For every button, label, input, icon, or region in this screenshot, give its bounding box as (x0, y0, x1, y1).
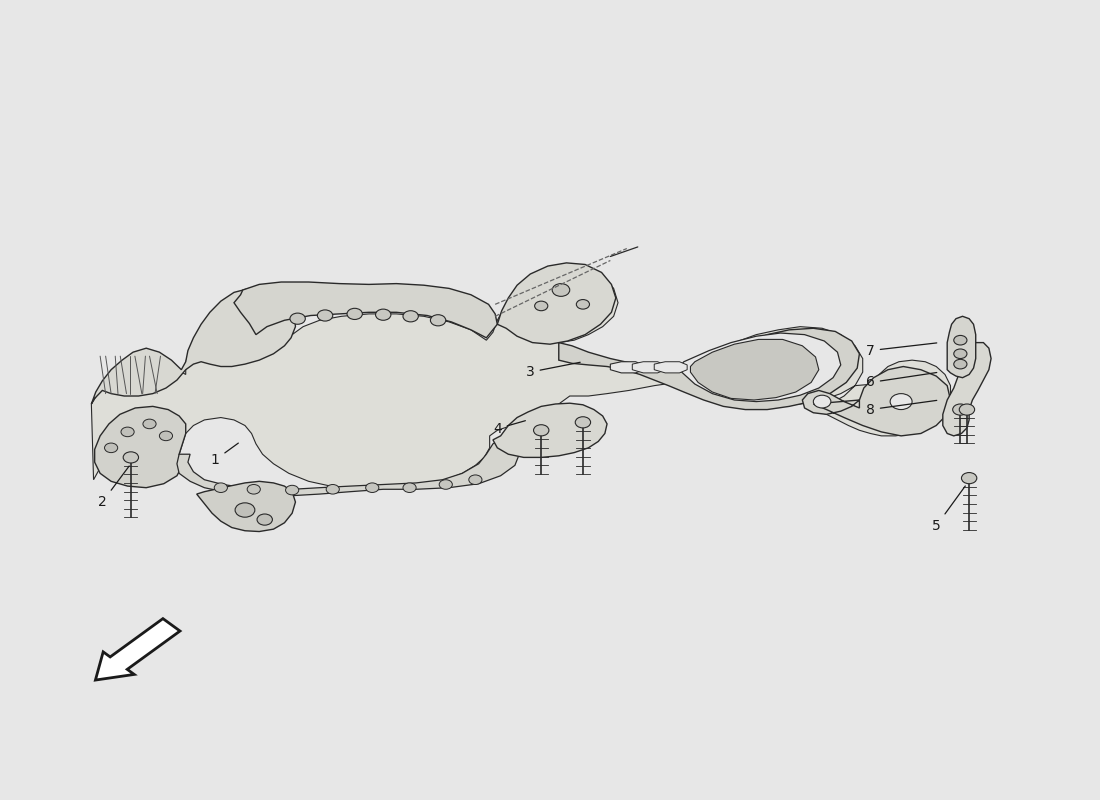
Text: 3: 3 (526, 362, 580, 379)
Polygon shape (680, 333, 840, 402)
Circle shape (104, 443, 118, 453)
Circle shape (286, 486, 299, 495)
Circle shape (813, 395, 830, 408)
Circle shape (248, 485, 261, 494)
Circle shape (123, 452, 139, 463)
Circle shape (954, 359, 967, 369)
Circle shape (576, 299, 590, 309)
Polygon shape (91, 266, 950, 488)
Circle shape (160, 431, 173, 441)
Text: 6: 6 (866, 373, 937, 390)
Text: 1: 1 (211, 443, 239, 466)
Polygon shape (497, 263, 616, 344)
Circle shape (214, 483, 228, 493)
Polygon shape (610, 362, 643, 373)
Circle shape (959, 404, 975, 415)
Circle shape (890, 394, 912, 410)
Text: 7: 7 (866, 343, 937, 358)
Polygon shape (691, 339, 818, 400)
Circle shape (469, 475, 482, 485)
Circle shape (375, 309, 390, 320)
Text: 8: 8 (866, 400, 937, 417)
Polygon shape (493, 403, 607, 458)
Polygon shape (632, 362, 666, 373)
Circle shape (327, 485, 339, 494)
Circle shape (953, 404, 968, 415)
Circle shape (318, 310, 332, 321)
Text: 4: 4 (493, 421, 526, 436)
Circle shape (257, 514, 273, 525)
Polygon shape (654, 362, 688, 373)
Polygon shape (177, 436, 519, 496)
Circle shape (552, 284, 570, 296)
Circle shape (290, 313, 306, 324)
Circle shape (439, 480, 452, 490)
Circle shape (575, 417, 591, 428)
Circle shape (954, 349, 967, 358)
Polygon shape (947, 316, 976, 378)
Circle shape (235, 503, 255, 517)
Circle shape (403, 310, 418, 322)
Polygon shape (559, 328, 859, 410)
Circle shape (961, 473, 977, 484)
Polygon shape (96, 618, 180, 680)
Circle shape (430, 314, 446, 326)
Text: 5: 5 (932, 486, 966, 533)
Circle shape (954, 335, 967, 345)
Polygon shape (91, 288, 296, 404)
Polygon shape (197, 482, 296, 531)
Text: 2: 2 (98, 466, 129, 509)
Circle shape (534, 425, 549, 436)
Circle shape (121, 427, 134, 437)
Circle shape (365, 483, 378, 493)
Polygon shape (943, 342, 991, 436)
Polygon shape (95, 406, 186, 488)
Polygon shape (234, 282, 497, 338)
Polygon shape (802, 366, 950, 436)
Circle shape (346, 308, 362, 319)
Circle shape (143, 419, 156, 429)
Circle shape (403, 483, 416, 493)
Circle shape (535, 301, 548, 310)
